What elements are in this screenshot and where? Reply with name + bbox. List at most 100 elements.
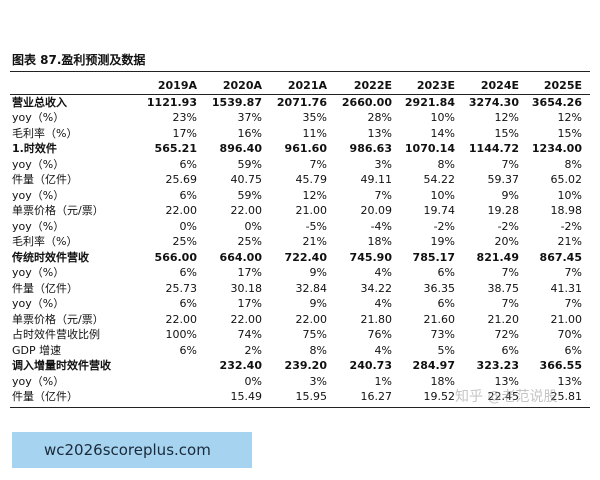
row-label: 单票价格（元/票） (12, 204, 104, 217)
cell: 867.45 (539, 250, 582, 264)
cell: 45.79 (295, 173, 328, 186)
cell: 896.40 (219, 142, 262, 155)
row-label: 件量（亿件） (12, 173, 78, 186)
row-label: 件量（亿件） (12, 390, 78, 403)
row-label: yoy（%） (12, 374, 65, 388)
row-label: yoy（%） (12, 266, 65, 279)
cell: 37% (237, 111, 262, 124)
row-label: yoy（%） (12, 111, 65, 124)
cell: 1070.14 (404, 142, 455, 155)
column-header: 2021A (287, 79, 327, 92)
cell: 17% (237, 297, 262, 310)
cell: 6% (179, 297, 197, 310)
row-label: 调入增量时效件营收 (12, 359, 111, 372)
cell: 30.18 (230, 281, 263, 295)
cell: 6% (437, 266, 455, 279)
cell: 19.74 (423, 204, 456, 217)
cell: 74% (237, 328, 262, 341)
cell: 323.23 (476, 359, 519, 372)
cell: 21% (302, 235, 327, 248)
cell: 15.95 (295, 390, 328, 403)
cell: 19.52 (423, 390, 456, 403)
cell: 6% (179, 266, 197, 279)
cell: 12% (557, 111, 582, 124)
cell: 6% (179, 343, 197, 357)
cell: 8% (437, 157, 455, 171)
row-label: 毛利率（%） (12, 126, 78, 140)
column-header: 2023E (416, 79, 455, 92)
cell: 38.75 (487, 281, 520, 295)
cell: 21.80 (360, 312, 393, 326)
column-header: 2025E (543, 79, 582, 92)
cell: 20% (494, 235, 519, 248)
cell: -2% (560, 219, 582, 233)
cell: 49.11 (360, 173, 393, 186)
cell: 40.75 (230, 173, 263, 186)
cell: 7% (501, 266, 519, 279)
watermark: 知乎 @老范说股 (455, 389, 558, 405)
cell: 2921.84 (404, 95, 455, 109)
cell: 28% (367, 111, 392, 124)
cell: 13% (367, 126, 392, 140)
cell: 18% (367, 235, 392, 248)
rule (10, 93, 590, 95)
cell: 7% (564, 297, 582, 310)
row-label: 传统时效件营收 (12, 250, 89, 264)
cell: 4% (374, 297, 392, 310)
cell: 25.81 (550, 390, 583, 403)
cell: 0% (244, 219, 262, 233)
cell: 7% (309, 157, 327, 171)
cell: 22.00 (230, 204, 263, 217)
cell: 664.00 (219, 250, 262, 264)
cell: 16% (237, 126, 262, 140)
cell: 785.17 (412, 250, 455, 264)
cell: 10% (557, 188, 582, 202)
cell: 566.00 (154, 250, 197, 264)
cell: 722.40 (284, 250, 327, 264)
cell: 22.00 (295, 312, 328, 326)
cell: 34.22 (360, 281, 393, 295)
cell: 8% (309, 343, 327, 357)
cell: 22.00 (165, 204, 198, 217)
cell: 9% (309, 297, 327, 310)
cell: 8% (564, 157, 582, 171)
cell: 2% (244, 343, 262, 357)
cell: 35% (302, 111, 327, 124)
cell: 6% (501, 343, 519, 357)
cell: 3654.26 (531, 95, 582, 109)
cell: 6% (179, 188, 197, 202)
cell: 14% (430, 126, 455, 140)
cell: 73% (430, 328, 455, 341)
row-label: 毛利率（%） (12, 235, 78, 248)
row-label: 单票价格（元/票） (12, 312, 104, 326)
cell: 7% (374, 188, 392, 202)
cell: 25.69 (165, 173, 198, 186)
cell: -2% (433, 219, 455, 233)
cell: 76% (367, 328, 392, 341)
row-label: yoy（%） (12, 297, 65, 310)
cell: 9% (501, 188, 519, 202)
cell: 23% (172, 111, 197, 124)
cell: 0% (179, 219, 197, 233)
cell: 3% (374, 157, 392, 171)
cell: 9% (309, 266, 327, 279)
cell: 6% (564, 343, 582, 357)
cell: 17% (172, 126, 197, 140)
cell: 15% (494, 126, 519, 140)
cell: 18.98 (550, 204, 583, 217)
cell: 70% (557, 328, 582, 341)
row-label: GDP 增速 (12, 343, 62, 357)
cell: 13% (494, 374, 519, 388)
cell: 25.73 (165, 281, 198, 295)
column-header: 2020A (222, 79, 262, 92)
cell: 1234.00 (531, 142, 582, 155)
cell: 3274.30 (468, 95, 519, 109)
cell: 232.40 (219, 359, 262, 372)
title: 图表 87.盈利预测及数据 (12, 53, 146, 67)
row-label: yoy（%） (12, 188, 65, 202)
cell: 32.84 (295, 281, 328, 295)
cell: 4% (374, 266, 392, 279)
row-label: 营业总收入 (12, 95, 67, 109)
cell: 565.21 (154, 142, 197, 155)
